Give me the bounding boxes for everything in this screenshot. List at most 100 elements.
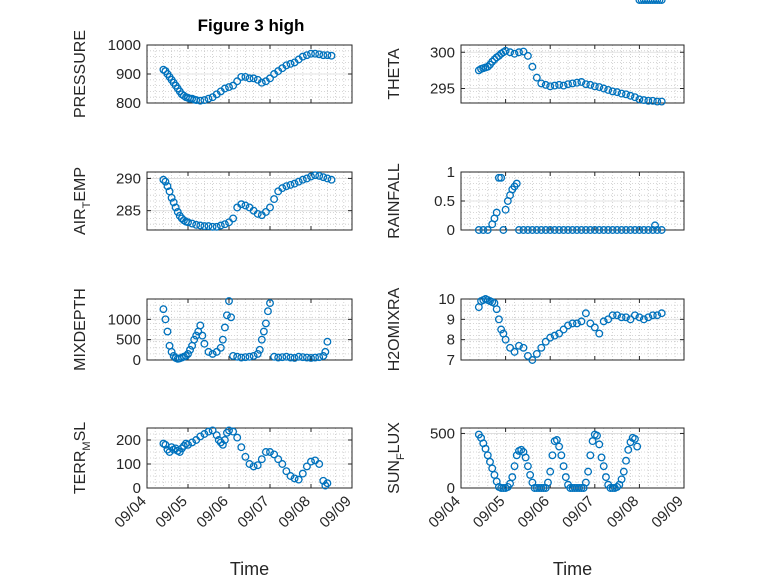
data-point: [259, 327, 268, 336]
data-point: [266, 203, 274, 212]
data-point: [188, 438, 197, 447]
y-tick-label: 1000: [108, 311, 141, 328]
data-point: [200, 222, 209, 231]
data-point: [196, 321, 205, 330]
data-point: [519, 343, 528, 352]
y-tick-label: 8: [447, 332, 455, 349]
data-point: [167, 443, 176, 452]
x-axis-label: Time: [230, 559, 269, 579]
data-point: [261, 319, 270, 328]
data-point: [241, 452, 250, 461]
data-point: [241, 201, 250, 210]
data-point: [173, 208, 182, 216]
data-point: [575, 484, 584, 492]
data-point: [159, 305, 168, 314]
data-point: [568, 319, 577, 328]
data-point: [557, 451, 566, 460]
data-point: [181, 351, 190, 360]
data-point: [608, 226, 617, 234]
data-point: [653, 226, 662, 234]
data-point: [298, 52, 307, 61]
data-point: [564, 80, 572, 89]
data-point: [225, 426, 233, 435]
data-point: [161, 177, 170, 186]
data-point: [184, 218, 192, 227]
data-point: [286, 353, 295, 362]
data-point: [229, 427, 238, 436]
subplot-pressure: 800 900 1000 PRESSURE: [72, 30, 353, 118]
data-point: [586, 319, 595, 328]
data-point: [282, 61, 291, 70]
data-point: [488, 464, 497, 473]
data-point: [586, 226, 595, 234]
data-point: [188, 219, 197, 228]
data-point: [622, 90, 630, 99]
data-point: [633, 442, 642, 451]
data-point: [501, 335, 510, 344]
y-tick-label: 0: [447, 222, 455, 239]
data-point: [196, 221, 205, 230]
data-point: [546, 82, 555, 91]
data-point: [622, 226, 630, 234]
data-point: [208, 349, 217, 358]
data-point: [497, 173, 506, 182]
data-point: [483, 226, 492, 234]
data-point: [212, 347, 221, 356]
data-point: [646, 0, 655, 4]
data-point: [604, 226, 613, 234]
y-axis-label: MIXDEPTH: [72, 288, 89, 371]
data-point: [541, 80, 550, 89]
data-point: [204, 94, 213, 103]
data-point: [200, 339, 209, 348]
data-point: [508, 473, 517, 482]
data-point: [532, 226, 541, 234]
data-point: [163, 182, 172, 191]
data-point: [657, 97, 666, 106]
data-point: [270, 352, 279, 361]
data-point: [586, 80, 595, 89]
data-point: [216, 343, 225, 352]
data-point: [184, 440, 192, 449]
subplot-rainfall: 0 0.5 1 RAINFALL: [386, 163, 685, 239]
data-point: [639, 315, 648, 324]
data-point: [167, 193, 176, 202]
data-point: [648, 0, 657, 4]
data-point: [546, 333, 555, 342]
data-point: [604, 315, 613, 324]
data-point: [555, 329, 564, 338]
data-point: [648, 226, 657, 234]
data-point: [617, 226, 626, 234]
data-point: [539, 484, 548, 492]
y-tick-label: 7: [447, 352, 455, 369]
data-point: [204, 347, 213, 356]
x-tick-label: 09/07: [234, 493, 273, 532]
data-point: [608, 87, 617, 96]
data-point: [319, 351, 328, 360]
data-point: [546, 226, 555, 234]
data-point: [264, 307, 272, 316]
data-point: [218, 440, 227, 449]
data-point: [192, 220, 201, 229]
data-point: [494, 173, 503, 182]
data-point: [644, 0, 653, 4]
data-point: [490, 470, 499, 479]
x-tick-label: 09/06: [514, 493, 553, 532]
data-point: [608, 311, 617, 320]
y-tick-label: 0: [447, 480, 455, 497]
data-point: [550, 226, 559, 234]
x-tick-label: 09/04: [425, 493, 464, 532]
data-point: [626, 315, 635, 324]
x-axis-label: Time: [553, 559, 592, 579]
data-point: [200, 96, 209, 105]
data-point: [548, 451, 557, 460]
data-point: [532, 349, 541, 358]
data-point: [642, 0, 651, 4]
grid: [147, 172, 352, 230]
data-point: [229, 81, 238, 90]
data-point: [204, 427, 213, 436]
data-point: [286, 59, 295, 68]
data-point: [537, 484, 546, 492]
data-point: [639, 96, 648, 105]
grid: [461, 171, 684, 231]
data-point: [483, 62, 492, 71]
